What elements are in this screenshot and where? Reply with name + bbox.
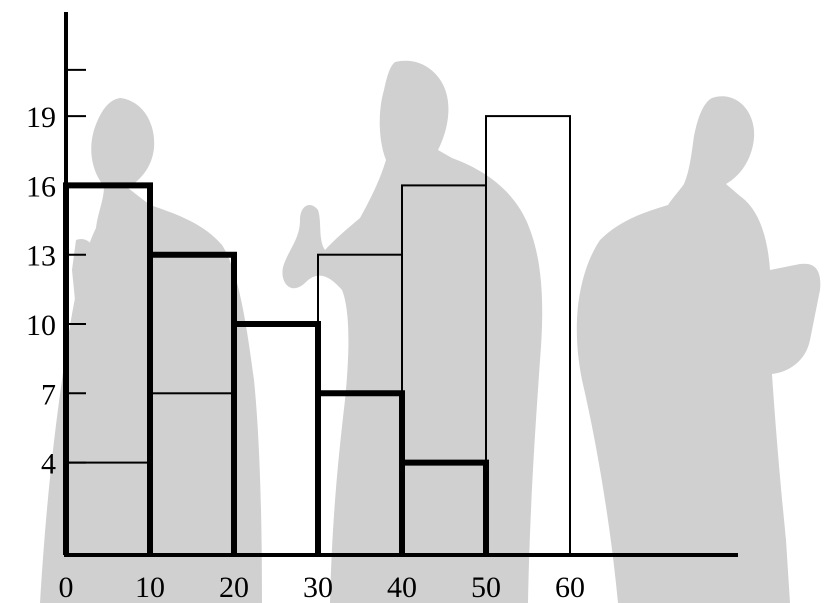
thick-bars-layer <box>63 182 489 555</box>
x-tick-label-60: 60 <box>555 571 585 603</box>
silhouette-person-1-arm <box>72 238 96 330</box>
x-tick-label-40: 40 <box>387 571 417 603</box>
background-silhouettes <box>40 60 821 603</box>
y-tick-label-4: 4 <box>41 448 56 481</box>
y-tick-label-16: 16 <box>26 170 56 203</box>
y-tick-label-7: 7 <box>41 378 56 411</box>
x-tick-label-0: 0 <box>59 571 74 603</box>
y-tick-label-10: 10 <box>26 309 56 342</box>
x-tick-label-20: 20 <box>219 571 249 603</box>
x-tick-label-30: 30 <box>303 571 333 603</box>
y-tick-label-13: 13 <box>26 240 56 273</box>
ticks-layer: 4 7 10 13 16 19 0 10 20 30 40 50 60 <box>26 68 585 603</box>
x-tick-label-50: 50 <box>471 571 501 603</box>
silhouette-person-3 <box>576 96 821 603</box>
y-tick-label-19: 19 <box>26 101 56 134</box>
silhouette-person-2 <box>282 60 543 603</box>
thick-bar-4 <box>399 459 489 555</box>
x-tick-label-10: 10 <box>135 571 165 603</box>
